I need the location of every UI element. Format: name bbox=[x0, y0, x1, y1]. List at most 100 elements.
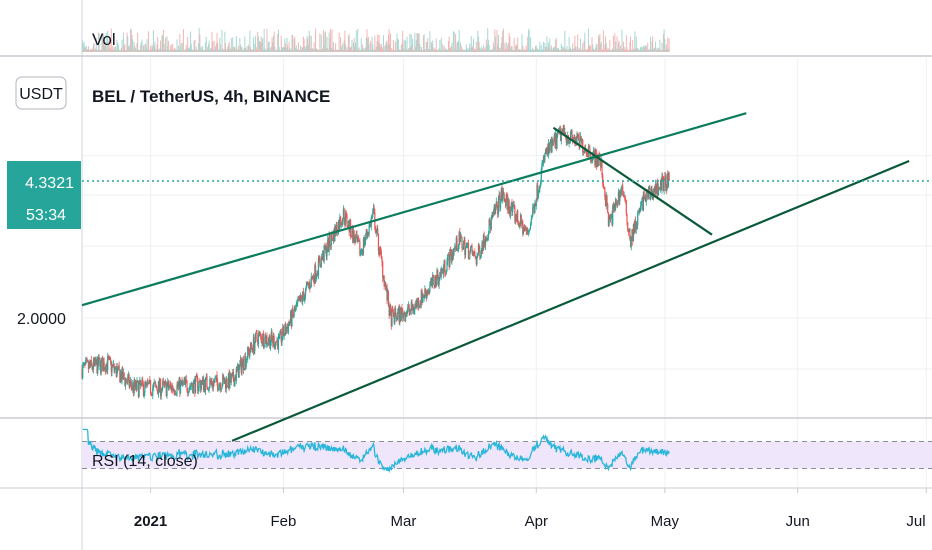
volume-bar bbox=[374, 35, 376, 52]
volume-bar bbox=[135, 48, 137, 52]
volume-bar bbox=[134, 46, 136, 52]
volume-bar bbox=[637, 47, 639, 52]
candle-body bbox=[302, 291, 304, 302]
candle-body bbox=[156, 387, 158, 391]
volume-bar bbox=[482, 48, 484, 52]
candle-body bbox=[267, 343, 269, 344]
volume-pane bbox=[81, 28, 670, 52]
candle-body bbox=[142, 379, 144, 385]
candle-body bbox=[442, 268, 445, 274]
volume-bar bbox=[358, 47, 360, 52]
candle-body bbox=[119, 373, 122, 383]
volume-bar bbox=[143, 44, 145, 52]
candle-body bbox=[205, 376, 207, 378]
trendline-0[interactable] bbox=[81, 112, 747, 307]
volume-bar bbox=[442, 44, 444, 52]
volume-bar bbox=[122, 49, 124, 52]
volume-bar bbox=[131, 34, 133, 52]
candle-body bbox=[621, 185, 623, 188]
time-axis-label: Mar bbox=[391, 513, 417, 530]
volume-bar bbox=[564, 30, 566, 52]
candle-body bbox=[172, 388, 175, 390]
candle-body bbox=[379, 247, 382, 251]
volume-bar bbox=[319, 33, 321, 52]
candle-body bbox=[432, 274, 434, 285]
volume-bar bbox=[636, 48, 638, 52]
volume-bar bbox=[149, 49, 151, 52]
volume-bar bbox=[419, 43, 421, 52]
volume-bar bbox=[311, 48, 313, 52]
volume-bar bbox=[551, 48, 553, 52]
candle-body bbox=[111, 364, 113, 373]
candle-body bbox=[312, 275, 315, 280]
candle-body bbox=[130, 380, 132, 387]
candle-body bbox=[269, 336, 271, 349]
volume-bar bbox=[433, 47, 435, 52]
candle-body bbox=[108, 357, 110, 360]
candle-body bbox=[547, 147, 549, 155]
candle-body bbox=[352, 230, 355, 243]
candle-body bbox=[477, 244, 480, 255]
volume-bar bbox=[304, 46, 306, 52]
candle-body bbox=[215, 374, 217, 378]
volume-bar bbox=[92, 44, 94, 52]
trendline-1[interactable] bbox=[231, 159, 910, 442]
volume-bar bbox=[346, 46, 348, 52]
candle-body bbox=[337, 221, 340, 235]
volume-bar bbox=[480, 46, 482, 52]
candle-body bbox=[119, 370, 121, 383]
volume-bar bbox=[179, 34, 181, 52]
candle-body bbox=[257, 338, 259, 345]
candle-body bbox=[293, 309, 295, 317]
volume-bar bbox=[347, 49, 349, 52]
volume-bar bbox=[451, 42, 453, 52]
currency-unit-label: USDT bbox=[19, 86, 63, 103]
volume-bar bbox=[247, 44, 249, 52]
candle-body bbox=[668, 173, 670, 181]
volume-bar bbox=[616, 36, 618, 52]
candle-body bbox=[437, 277, 440, 285]
candle-body bbox=[234, 376, 236, 387]
candle-body bbox=[600, 159, 602, 167]
volume-bar bbox=[248, 46, 250, 52]
candle-body bbox=[564, 132, 567, 136]
candle-body bbox=[384, 282, 387, 288]
candle-body bbox=[247, 346, 249, 359]
volume-bar bbox=[345, 49, 347, 52]
volume-bar bbox=[411, 44, 413, 52]
volume-bar bbox=[99, 49, 101, 52]
candle-body bbox=[127, 374, 130, 378]
time-axis[interactable]: 2021 Feb Mar Apr May Jun Jul bbox=[134, 488, 927, 530]
candle-body bbox=[198, 381, 200, 388]
candle-body bbox=[277, 340, 279, 350]
candle-body bbox=[213, 381, 215, 383]
candle-body bbox=[322, 251, 324, 259]
volume-bar bbox=[393, 49, 395, 52]
volume-bar bbox=[200, 46, 202, 52]
volume-bar bbox=[136, 42, 138, 52]
candle-body bbox=[300, 294, 302, 298]
candle-body bbox=[339, 216, 342, 226]
volume-bar bbox=[575, 46, 577, 52]
candle-body bbox=[284, 324, 286, 335]
candle-body bbox=[269, 342, 272, 349]
volume-bar bbox=[90, 49, 92, 52]
volume-bar bbox=[540, 49, 542, 52]
candle-body bbox=[439, 272, 442, 276]
trendline-drawings[interactable] bbox=[81, 112, 910, 442]
volume-bar bbox=[431, 44, 433, 52]
candle-body bbox=[110, 361, 112, 373]
volume-bar bbox=[375, 47, 377, 52]
currency-unit-button[interactable] bbox=[15, 76, 67, 110]
volume-bar bbox=[124, 44, 126, 52]
volume-bar bbox=[410, 34, 412, 52]
candle-body bbox=[662, 176, 665, 191]
volume-bar bbox=[362, 49, 364, 52]
volume-bar bbox=[168, 49, 170, 52]
candle-body bbox=[91, 364, 93, 369]
candle-body bbox=[502, 191, 505, 194]
candle-body bbox=[512, 204, 514, 212]
candle-body bbox=[95, 360, 97, 365]
bar-countdown: 53:34 bbox=[26, 207, 66, 224]
